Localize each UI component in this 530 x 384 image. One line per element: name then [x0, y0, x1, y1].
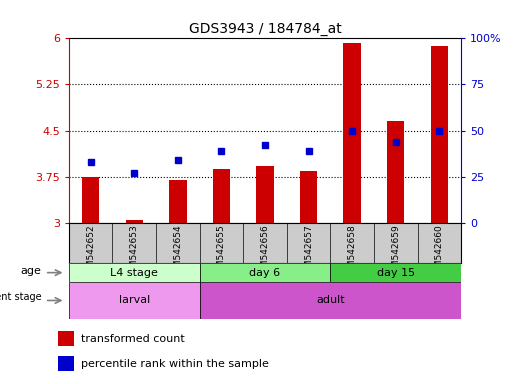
Text: GSM542653: GSM542653	[130, 225, 139, 280]
Bar	[126, 220, 143, 223]
Text: percentile rank within the sample: percentile rank within the sample	[81, 359, 268, 369]
Text: GSM542656: GSM542656	[261, 225, 269, 280]
Bar	[58, 356, 74, 371]
Bar	[387, 121, 404, 223]
Text: transformed count: transformed count	[81, 334, 184, 344]
Bar	[430, 46, 448, 223]
Text: day 15: day 15	[377, 268, 415, 278]
Text: L4 stage: L4 stage	[110, 268, 158, 278]
Bar	[200, 282, 461, 319]
Text: development stage: development stage	[0, 292, 41, 302]
Bar	[82, 177, 100, 223]
Bar	[58, 331, 74, 346]
Text: adult: adult	[316, 295, 344, 306]
Text: GSM542659: GSM542659	[391, 225, 400, 280]
Bar	[69, 263, 200, 282]
Text: age: age	[21, 266, 41, 276]
Bar	[213, 169, 230, 223]
Bar	[330, 263, 461, 282]
Text: GSM542660: GSM542660	[435, 225, 444, 280]
Text: GSM542654: GSM542654	[173, 225, 182, 280]
Bar	[257, 166, 273, 223]
Text: larval: larval	[119, 295, 150, 306]
Bar	[343, 43, 361, 223]
Text: GSM542657: GSM542657	[304, 225, 313, 280]
Text: GSM542652: GSM542652	[86, 225, 95, 280]
Bar	[200, 263, 330, 282]
Text: day 6: day 6	[250, 268, 280, 278]
Bar	[169, 180, 187, 223]
Text: GSM542658: GSM542658	[348, 225, 357, 280]
Text: GSM542655: GSM542655	[217, 225, 226, 280]
Bar	[69, 282, 200, 319]
Title: GDS3943 / 184784_at: GDS3943 / 184784_at	[189, 22, 341, 36]
Bar	[300, 171, 317, 223]
